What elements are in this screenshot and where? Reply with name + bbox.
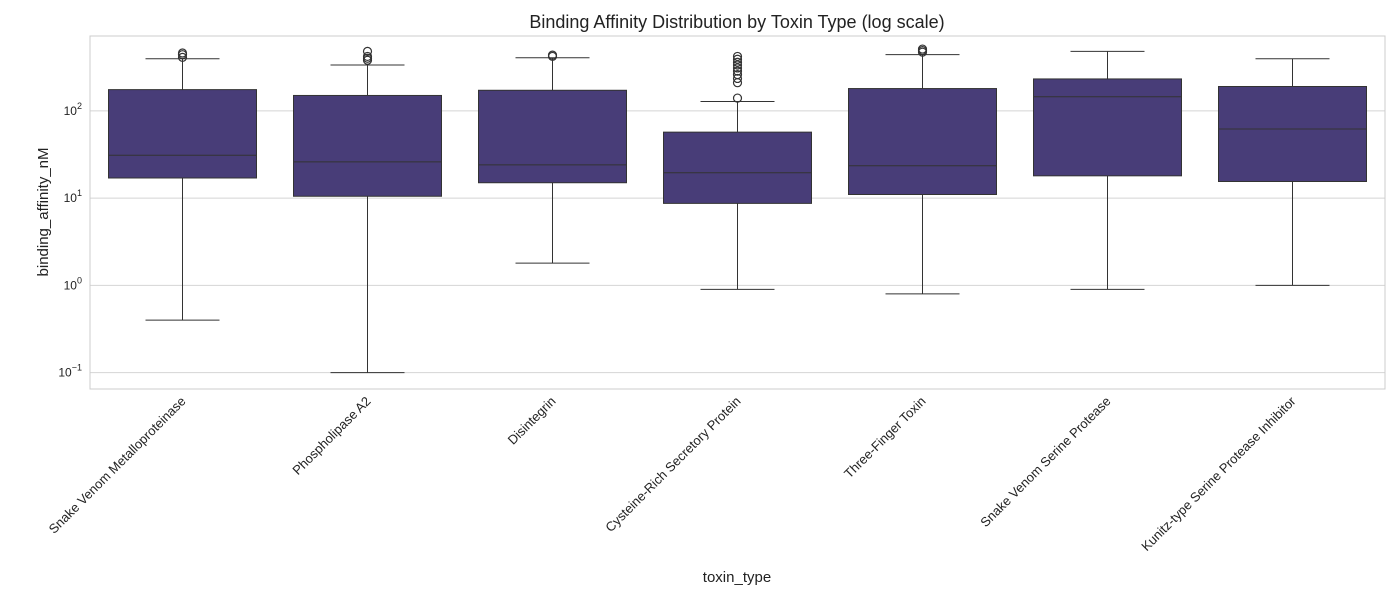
box-2 (293, 46, 442, 374)
iqr-box (1218, 85, 1367, 182)
outlier-point (362, 51, 373, 62)
chart-title: Binding Affinity Distribution by Toxin T… (529, 12, 944, 32)
outlier-point (917, 44, 928, 54)
boxes (108, 44, 1367, 374)
plot-area-frame (89, 35, 1386, 390)
outlier-point (732, 57, 743, 67)
y-axis-label: binding_affinity_nM (35, 148, 52, 277)
outlier-point (732, 66, 743, 76)
outlier-point (732, 70, 743, 80)
box-7 (1218, 58, 1367, 286)
outlier-point (732, 63, 743, 73)
y-tick-label: 101 (64, 188, 82, 205)
y-tick-label: 10−1 (58, 363, 82, 380)
outlier-point (177, 52, 188, 62)
box-1 (108, 48, 257, 321)
iqr-box (663, 131, 812, 204)
box-6 (1033, 50, 1182, 290)
outlier-point (732, 51, 743, 62)
box-4 (663, 51, 812, 290)
x-axis-label: toxin_type (703, 569, 771, 586)
iqr-box (478, 89, 627, 184)
iqr-box (1033, 78, 1182, 177)
iqr-box (108, 89, 257, 179)
outlier-point (547, 50, 558, 60)
iqr-box (848, 88, 997, 195)
box-3 (478, 50, 627, 264)
iqr-box (293, 94, 442, 197)
outlier-point (362, 46, 373, 56)
y-tick-label: 102 (64, 101, 82, 118)
outlier-point (732, 54, 743, 64)
outlier-point (732, 73, 743, 84)
y-tick-labels: 10−1 100 101 102 (58, 101, 82, 380)
outlier-point (732, 93, 743, 103)
outlier-point (177, 48, 188, 58)
box-5 (848, 44, 997, 295)
y-tick-label: 100 (64, 275, 82, 292)
